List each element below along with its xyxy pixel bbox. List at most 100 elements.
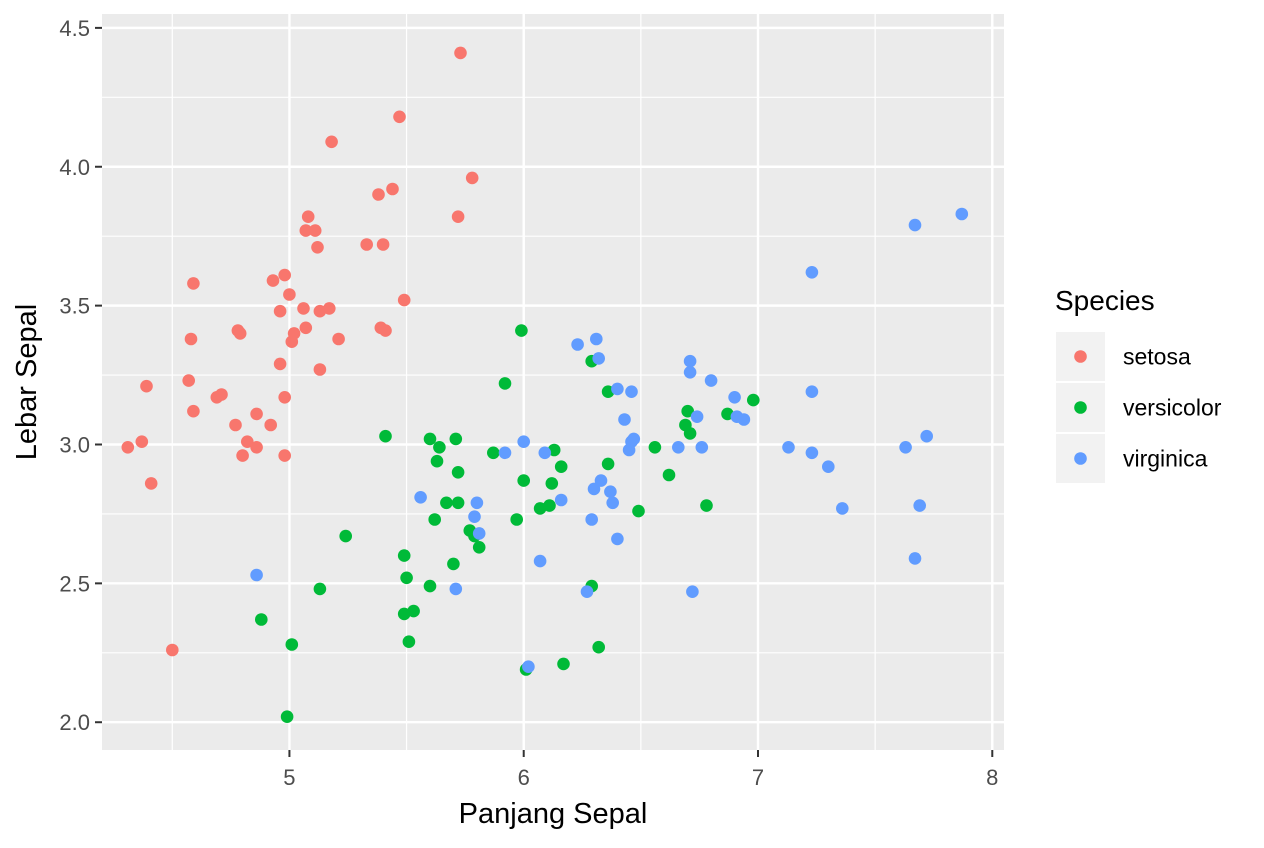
point-virginica (468, 510, 481, 523)
point-setosa (187, 277, 200, 290)
minor-gridlines (102, 14, 1004, 750)
point-virginica (683, 354, 697, 368)
point-setosa (266, 274, 280, 287)
point-setosa (287, 327, 301, 340)
point-versicolor (601, 457, 615, 471)
point-virginica (498, 446, 512, 460)
point-virginica (908, 552, 922, 565)
point-versicolor (517, 474, 530, 487)
legend-marker-virginica (1074, 452, 1087, 465)
point-virginica (782, 441, 795, 454)
point-setosa (299, 321, 313, 335)
point-virginica (538, 446, 552, 460)
point-virginica (554, 493, 568, 507)
point-setosa (360, 238, 374, 251)
point-setosa (241, 435, 254, 449)
point-virginica (822, 460, 835, 474)
point-versicolor (379, 429, 392, 443)
point-versicolor (428, 513, 442, 526)
point-virginica (449, 582, 463, 596)
y-tick-label: 4.5 (59, 16, 90, 41)
point-setosa (393, 110, 406, 124)
point-setosa (376, 238, 390, 251)
point-setosa (297, 302, 310, 315)
point-virginica (690, 410, 704, 424)
point-setosa (332, 332, 345, 346)
point-setosa (278, 268, 292, 282)
point-virginica (704, 374, 718, 387)
point-setosa (323, 302, 336, 315)
point-virginica (805, 266, 819, 279)
data-points (121, 46, 969, 723)
point-setosa (311, 241, 324, 254)
point-virginica (683, 366, 697, 379)
point-virginica (533, 554, 547, 568)
point-versicolor (681, 404, 694, 418)
point-setosa (313, 363, 327, 376)
point-setosa (273, 357, 287, 371)
point-virginica (920, 429, 933, 443)
x-tick-label: 7 (752, 765, 764, 790)
point-virginica (606, 496, 619, 510)
point-setosa (278, 449, 292, 462)
point-virginica (672, 441, 685, 454)
point-setosa (144, 477, 158, 490)
point-versicolor (632, 504, 645, 518)
point-virginica (728, 391, 741, 404)
point-setosa (379, 324, 392, 337)
point-versicolor (662, 468, 676, 482)
point-versicolor (557, 657, 570, 671)
point-versicolor (397, 549, 411, 562)
point-virginica (522, 660, 535, 673)
point-versicolor (440, 496, 453, 510)
point-versicolor (487, 446, 500, 460)
point-versicolor (423, 579, 437, 593)
x-tick-label: 6 (518, 765, 530, 790)
point-setosa (166, 643, 179, 657)
point-versicolor (700, 499, 713, 512)
point-virginica (517, 435, 530, 449)
point-virginica (592, 352, 605, 365)
point-virginica (594, 474, 608, 487)
point-versicolor (451, 466, 465, 479)
x-tick-label: 8 (986, 765, 998, 790)
point-versicolor (285, 638, 299, 651)
point-virginica (908, 218, 922, 232)
point-virginica (472, 527, 486, 540)
point-versicolor (423, 432, 437, 446)
point-versicolor (280, 710, 294, 723)
point-virginica (580, 585, 594, 598)
point-virginica (611, 382, 624, 396)
point-versicolor (554, 460, 568, 474)
point-setosa (301, 210, 315, 223)
y-axis: 2.0 2.5 3.0 3.5 4.0 4.5 (59, 16, 102, 735)
legend-label-virginica: virginica (1123, 446, 1208, 472)
point-virginica (611, 532, 624, 546)
point-versicolor (407, 604, 420, 618)
point-virginica (414, 491, 427, 504)
point-virginica (571, 338, 584, 351)
point-setosa (250, 441, 263, 454)
point-setosa (283, 288, 296, 301)
point-versicolor (447, 557, 460, 571)
point-versicolor (433, 441, 446, 454)
point-versicolor (648, 441, 662, 454)
point-versicolor (683, 427, 697, 440)
point-versicolor (515, 324, 528, 337)
major-gridlines (102, 14, 1004, 750)
point-setosa (278, 391, 292, 404)
point-setosa (250, 407, 263, 421)
point-setosa (308, 224, 322, 237)
point-setosa (121, 441, 135, 454)
point-setosa (135, 435, 149, 449)
point-versicolor (400, 571, 413, 585)
x-tick-label: 5 (283, 765, 295, 790)
point-virginica (686, 585, 699, 598)
legend-label-setosa: setosa (1123, 344, 1191, 370)
point-versicolor (545, 477, 559, 490)
y-tick-label: 2.5 (59, 571, 90, 596)
point-virginica (604, 485, 617, 499)
point-versicolor (449, 432, 463, 446)
point-versicolor (592, 640, 605, 654)
legend: Species setosa versicolor virginica (1055, 285, 1222, 483)
